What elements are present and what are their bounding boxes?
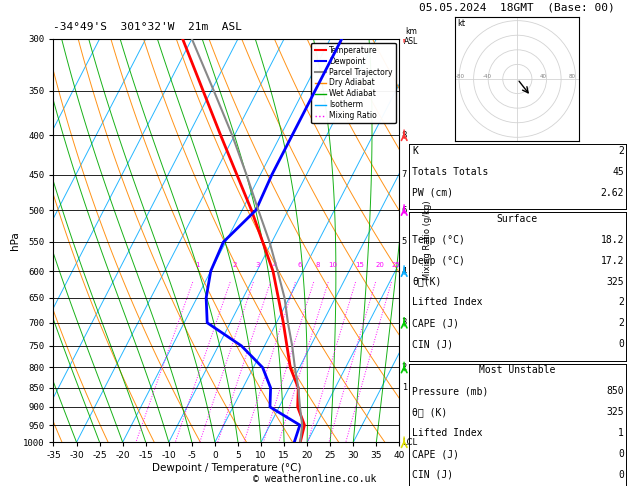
Text: θᴄ(K): θᴄ(K): [412, 277, 442, 287]
Text: 6: 6: [402, 206, 407, 214]
Text: 1: 1: [618, 428, 624, 438]
Text: 18.2: 18.2: [601, 235, 624, 245]
Text: 05.05.2024  18GMT  (Base: 00): 05.05.2024 18GMT (Base: 00): [420, 2, 615, 12]
Text: 5: 5: [402, 238, 407, 246]
Text: -34°49'S  301°32'W  21m  ASL: -34°49'S 301°32'W 21m ASL: [53, 22, 242, 32]
Text: 2: 2: [402, 363, 407, 372]
Text: Surface: Surface: [497, 214, 538, 224]
Text: 1: 1: [402, 383, 407, 392]
Text: LCL: LCL: [402, 438, 417, 447]
Text: 8: 8: [316, 262, 320, 268]
Text: km
ASL: km ASL: [404, 27, 418, 46]
Text: Pressure (mb): Pressure (mb): [412, 386, 488, 397]
Text: 3: 3: [256, 262, 260, 268]
Text: 325: 325: [606, 277, 624, 287]
Text: 17.2: 17.2: [601, 256, 624, 266]
Text: -80: -80: [456, 73, 465, 79]
Text: -40: -40: [482, 73, 491, 79]
Text: Dewp (°C): Dewp (°C): [412, 256, 465, 266]
Text: 325: 325: [606, 407, 624, 417]
Text: Totals Totals: Totals Totals: [412, 167, 488, 177]
Text: 6: 6: [298, 262, 302, 268]
Text: 0: 0: [618, 449, 624, 459]
Text: © weatheronline.co.uk: © weatheronline.co.uk: [253, 473, 376, 484]
Text: 80: 80: [569, 73, 576, 79]
Text: 2: 2: [618, 146, 624, 156]
Text: PW (cm): PW (cm): [412, 188, 453, 198]
Text: 15: 15: [355, 262, 364, 268]
Text: K: K: [412, 146, 418, 156]
Text: Lifted Index: Lifted Index: [412, 428, 482, 438]
Text: 8: 8: [402, 131, 407, 140]
Text: CAPE (J): CAPE (J): [412, 318, 459, 329]
Text: 2.62: 2.62: [601, 188, 624, 198]
Text: Most Unstable: Most Unstable: [479, 365, 555, 376]
Text: 25: 25: [391, 262, 400, 268]
Text: 2: 2: [618, 318, 624, 329]
Text: 4: 4: [402, 267, 407, 276]
Y-axis label: hPa: hPa: [10, 231, 20, 250]
Text: 45: 45: [612, 167, 624, 177]
Text: 3: 3: [402, 318, 407, 327]
Text: 2: 2: [233, 262, 237, 268]
Text: Mixing Ratio (g/kg): Mixing Ratio (g/kg): [423, 201, 432, 280]
Text: 0: 0: [618, 470, 624, 480]
Legend: Temperature, Dewpoint, Parcel Trajectory, Dry Adiabat, Wet Adiabat, Isotherm, Mi: Temperature, Dewpoint, Parcel Trajectory…: [311, 43, 396, 123]
Text: 10: 10: [328, 262, 337, 268]
Text: CIN (J): CIN (J): [412, 339, 453, 349]
Text: 20: 20: [376, 262, 384, 268]
X-axis label: Dewpoint / Temperature (°C): Dewpoint / Temperature (°C): [152, 463, 301, 473]
Text: 40: 40: [539, 73, 547, 79]
Text: CAPE (J): CAPE (J): [412, 449, 459, 459]
Text: θᴄ (K): θᴄ (K): [412, 407, 447, 417]
Text: 0: 0: [618, 339, 624, 349]
Text: 1: 1: [196, 262, 200, 268]
Text: 7: 7: [402, 170, 407, 179]
Text: 2: 2: [618, 297, 624, 308]
Text: CIN (J): CIN (J): [412, 470, 453, 480]
Text: 850: 850: [606, 386, 624, 397]
Text: Lifted Index: Lifted Index: [412, 297, 482, 308]
Text: 4: 4: [273, 262, 277, 268]
Text: kt: kt: [457, 19, 465, 28]
Text: Temp (°C): Temp (°C): [412, 235, 465, 245]
